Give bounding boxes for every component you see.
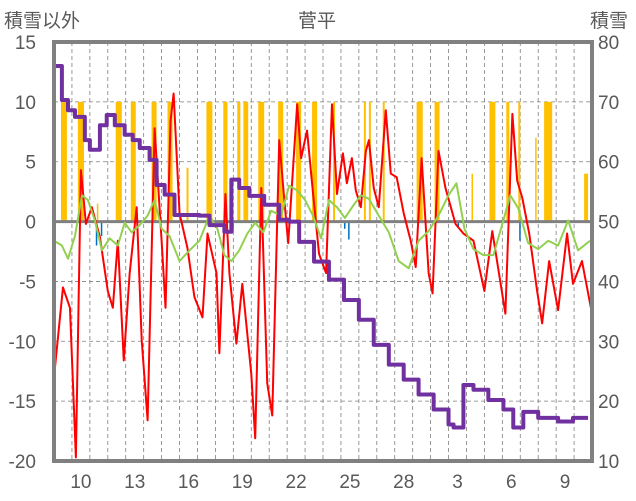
orange-bars-bar — [368, 101, 371, 222]
blue-bars-bar — [100, 221, 103, 236]
left-tick-label: -20 — [9, 452, 36, 473]
x-tick-label: 19 — [232, 472, 253, 493]
red-line — [53, 92, 592, 459]
blue-bars-bar — [457, 221, 459, 228]
left-tick-label: 0 — [25, 213, 36, 234]
purple-snow-depth-line — [55, 63, 589, 430]
right-tick-label: 20 — [598, 392, 619, 413]
orange-bars-bar — [312, 101, 318, 222]
orange-bars-bar — [382, 101, 385, 222]
x-tick-label: 10 — [70, 472, 91, 493]
x-tick-label: 25 — [339, 472, 360, 493]
blue-bars-bar — [348, 221, 350, 240]
right-tick-label: 30 — [598, 332, 619, 353]
right-tick-label: 70 — [598, 93, 619, 114]
orange-bars-bar — [77, 101, 84, 222]
orange-bars-bar — [258, 101, 265, 222]
orange-bars-bar — [186, 167, 189, 222]
x-tick-label: 9 — [560, 472, 571, 493]
right-tick-label: 50 — [598, 213, 619, 234]
orange-bars-bar — [96, 203, 99, 222]
blue-bars-bar — [519, 221, 521, 241]
right-axis-title: 積雪 — [590, 11, 629, 32]
orange-bars-bar — [416, 101, 423, 222]
left-tick-label: -5 — [19, 272, 36, 293]
orange-bars-bar — [206, 101, 213, 222]
orange-bars-bar — [518, 101, 521, 222]
right-tick-label: 80 — [598, 33, 619, 54]
left-tick-label: -15 — [9, 392, 36, 413]
x-tick-label: 6 — [506, 472, 517, 493]
orange-bars-bar — [544, 101, 553, 222]
orange-bars-bar — [471, 173, 473, 222]
x-tick-label: 28 — [393, 472, 414, 493]
left-tick-label: 10 — [15, 93, 36, 114]
orange-bars-bar — [237, 101, 241, 222]
x-tick-label: 22 — [286, 472, 307, 493]
x-tick-label: 3 — [452, 472, 463, 493]
left-tick-label: 5 — [25, 153, 36, 174]
x-tick-label: 16 — [178, 472, 199, 493]
orange-bars-bar — [333, 101, 336, 222]
orange-bars-bar — [535, 137, 537, 222]
blue-bars-bar — [95, 221, 98, 246]
orange-bars-bar — [130, 101, 136, 222]
orange-bars-bar — [584, 173, 589, 222]
orange-bars-bar — [489, 101, 496, 222]
chart-title: 菅平 — [298, 11, 337, 32]
right-tick-label: 10 — [598, 452, 619, 473]
plot-frame — [52, 40, 594, 463]
plot-area — [54, 42, 592, 461]
blue-bars-bar — [343, 221, 346, 229]
left-axis-title: 積雪以外 — [4, 11, 81, 32]
orange-bars-bar — [296, 101, 302, 222]
right-tick-label: 60 — [598, 153, 619, 174]
right-tick-label: 40 — [598, 272, 619, 293]
orange-bars-bar — [506, 101, 510, 222]
orange-bars-bar — [115, 101, 122, 222]
left-tick-label: 15 — [15, 33, 36, 54]
x-tick-label: 13 — [124, 472, 145, 493]
left-tick-label: -10 — [9, 332, 36, 353]
orange-bars-bar — [243, 101, 249, 222]
orange-bars-bar — [60, 101, 67, 222]
green-line — [53, 182, 591, 270]
orange-bars-bar — [223, 101, 228, 222]
